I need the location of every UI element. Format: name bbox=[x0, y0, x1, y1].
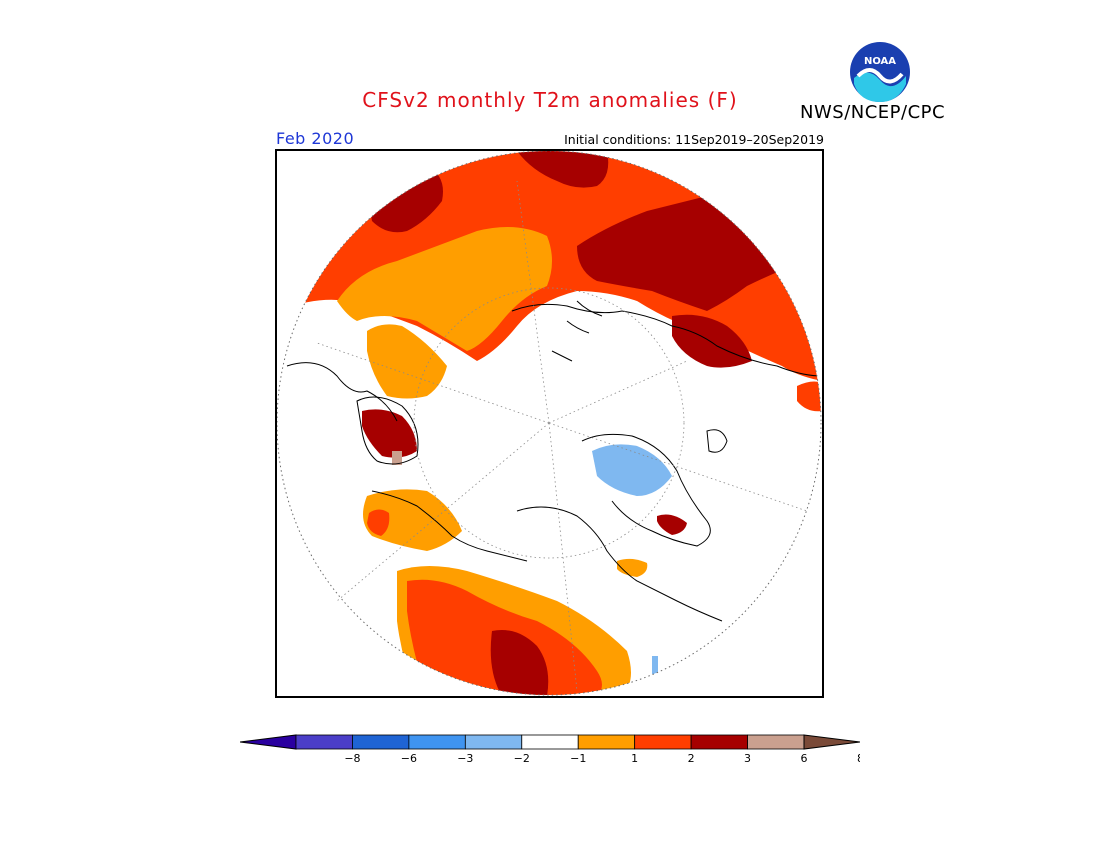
meridian-4 bbox=[548, 422, 808, 512]
coastline-greenland bbox=[356, 396, 419, 465]
map-disk-edge bbox=[277, 151, 822, 696]
anomaly-mild-greenland-west bbox=[367, 324, 447, 399]
coastline-canada bbox=[286, 362, 398, 422]
colorbar-tick-label: 8 bbox=[857, 752, 860, 765]
colorbar-box bbox=[577, 734, 636, 750]
map-title: CFSv2 monthly T2m anomalies (F) bbox=[362, 88, 738, 112]
colorbar-box bbox=[464, 734, 523, 750]
initial-conditions-value: 11Sep2019–20Sep2019 bbox=[675, 132, 824, 147]
agency-label: NWS/NCEP/CPC bbox=[800, 102, 946, 123]
colorbar-box bbox=[408, 734, 466, 750]
colorbar: −8 −6 −3 −2 −1 1 2 3 6 8 bbox=[239, 730, 864, 770]
noaa-logo: NOAA bbox=[848, 40, 912, 104]
anomaly-very-warm-greenland bbox=[362, 409, 417, 458]
colorbar-box bbox=[634, 734, 692, 750]
anomaly-warm-spot-right bbox=[797, 381, 821, 412]
polar-map-svg bbox=[277, 151, 822, 696]
coastline-europe bbox=[516, 506, 723, 622]
colorbar-tick-label: −3 bbox=[457, 752, 473, 765]
svg-text:NOAA: NOAA bbox=[864, 56, 896, 67]
anomaly-cool-east bbox=[592, 444, 672, 496]
colorbar-tick-label: 3 bbox=[744, 752, 751, 765]
colorbar-arrow-low bbox=[239, 734, 297, 750]
anomaly-very-warm-east-asia bbox=[672, 314, 752, 368]
colorbar-tick-label: −2 bbox=[514, 752, 530, 765]
colorbar-tick-label: 2 bbox=[688, 752, 695, 765]
latitude-circle-70 bbox=[413, 287, 685, 559]
colorbar-box bbox=[690, 734, 748, 750]
anomaly-mild-spot-east bbox=[617, 558, 648, 577]
anomaly-mild-europe bbox=[363, 489, 462, 551]
coastline-russia-north bbox=[581, 433, 711, 547]
initial-conditions-label: Initial conditions: bbox=[564, 132, 672, 147]
initial-conditions: Initial conditions: 11Sep2019–20Sep2019 bbox=[470, 132, 824, 147]
anomaly-very-warm-south bbox=[490, 630, 549, 695]
anomaly-warm-europe-spot bbox=[367, 509, 390, 536]
colorbar-box bbox=[295, 734, 353, 750]
coastline-iceland bbox=[706, 429, 728, 453]
meridian-3 bbox=[548, 360, 688, 424]
colorbar-box bbox=[521, 734, 579, 750]
anomaly-extreme-warm-spot bbox=[392, 451, 402, 465]
coastline-scandinavia bbox=[371, 490, 528, 562]
colorbar-tick-label: −6 bbox=[401, 752, 417, 765]
polar-map bbox=[275, 149, 824, 698]
colorbar-tick-label: −1 bbox=[570, 752, 586, 765]
colorbar-tick-label: 6 bbox=[801, 752, 808, 765]
anomaly-cool-spot bbox=[652, 656, 658, 674]
colorbar-tick-label: 1 bbox=[631, 752, 638, 765]
coastline-alaska bbox=[551, 300, 603, 362]
anomaly-warm-spot-east bbox=[657, 514, 687, 535]
meridian-2 bbox=[516, 180, 550, 424]
colorbar-arrow-high bbox=[803, 734, 861, 750]
anomaly-mild-canada bbox=[337, 227, 552, 351]
colorbar-box bbox=[747, 734, 805, 750]
colorbar-box bbox=[352, 734, 410, 750]
colorbar-tick-label: −8 bbox=[344, 752, 360, 765]
anomaly-very-warm-north-top bbox=[517, 151, 609, 188]
forecast-month: Feb 2020 bbox=[276, 129, 355, 148]
meridian-6 bbox=[336, 422, 550, 602]
coastline-siberia bbox=[511, 303, 821, 377]
meridian-1 bbox=[316, 342, 550, 424]
colorbar-svg: −8 −6 −3 −2 −1 1 2 3 6 8 bbox=[239, 734, 864, 765]
